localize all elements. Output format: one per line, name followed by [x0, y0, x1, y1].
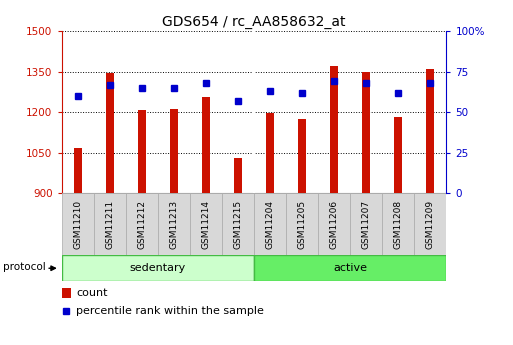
Bar: [62, 193, 93, 255]
Bar: [254, 193, 286, 255]
Text: GSM11206: GSM11206: [329, 200, 339, 249]
Text: GSM11212: GSM11212: [137, 200, 146, 249]
Bar: [62, 288, 71, 298]
Title: GDS654 / rc_AA858632_at: GDS654 / rc_AA858632_at: [162, 14, 346, 29]
Bar: [254, 255, 446, 281]
Bar: [93, 193, 126, 255]
Bar: [286, 193, 318, 255]
Text: GSM11214: GSM11214: [201, 200, 210, 249]
Bar: [190, 193, 222, 255]
Bar: [126, 193, 158, 255]
Bar: [170, 109, 178, 193]
Text: GSM11207: GSM11207: [362, 200, 371, 249]
Bar: [382, 193, 415, 255]
Bar: [222, 193, 254, 255]
Bar: [158, 193, 190, 255]
Bar: [234, 158, 242, 193]
Text: GSM11210: GSM11210: [73, 200, 82, 249]
Bar: [362, 72, 370, 193]
Bar: [426, 69, 435, 193]
Bar: [394, 117, 402, 193]
Text: GSM11204: GSM11204: [265, 200, 274, 249]
Text: count: count: [76, 288, 108, 298]
Bar: [73, 148, 82, 193]
Text: active: active: [333, 263, 367, 273]
Bar: [202, 97, 210, 193]
Text: protocol: protocol: [3, 262, 46, 272]
Text: percentile rank within the sample: percentile rank within the sample: [76, 306, 264, 315]
Text: sedentary: sedentary: [130, 263, 186, 273]
Text: GSM11215: GSM11215: [233, 200, 243, 249]
Text: GSM11213: GSM11213: [169, 200, 179, 249]
Bar: [298, 119, 306, 193]
Bar: [137, 110, 146, 193]
Bar: [266, 113, 274, 193]
Text: GSM11209: GSM11209: [426, 200, 435, 249]
Text: GSM11205: GSM11205: [298, 200, 307, 249]
Bar: [318, 193, 350, 255]
Bar: [330, 66, 338, 193]
Bar: [62, 255, 254, 281]
Text: GSM11208: GSM11208: [393, 200, 403, 249]
Text: GSM11211: GSM11211: [105, 200, 114, 249]
Bar: [415, 193, 446, 255]
Bar: [106, 73, 114, 193]
Bar: [350, 193, 382, 255]
